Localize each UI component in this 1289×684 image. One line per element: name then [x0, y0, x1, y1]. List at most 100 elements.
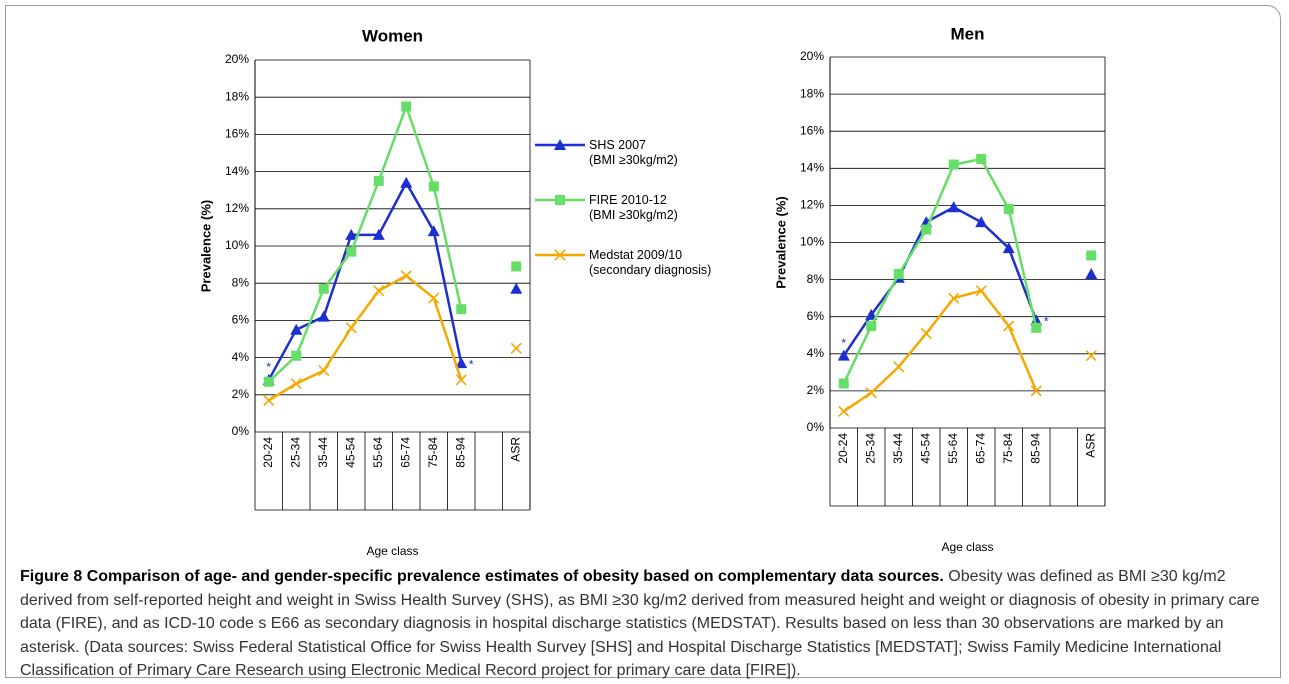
marker-x [920, 327, 932, 339]
x-tick-label: 75-84 [426, 437, 440, 468]
marker-x [455, 374, 467, 386]
marker-x [400, 270, 412, 282]
y-tick-label: 2% [807, 383, 825, 397]
series [837, 201, 1098, 361]
series-line [269, 107, 517, 382]
marker-square [291, 350, 302, 361]
marker-triangle [975, 216, 988, 228]
series [262, 176, 523, 385]
marker-x [554, 249, 566, 261]
y-tick-label: 18% [800, 86, 824, 100]
marker-x [373, 285, 385, 297]
y-tick-label: 20% [225, 52, 249, 66]
y-tick-label: 8% [232, 275, 250, 289]
marker-x [263, 394, 275, 406]
x-tick-label: 45-54 [343, 437, 357, 468]
marker-triangle [317, 310, 330, 322]
y-tick-label: 16% [800, 123, 824, 137]
y-axis-label: Prevalence (%) [773, 196, 788, 289]
y-axis-label: Prevalence (%) [198, 200, 213, 293]
y-tick-label: 4% [807, 346, 825, 360]
caption-label: Figure 8 [20, 568, 83, 585]
x-tick-label: ASR [1083, 433, 1097, 458]
series-line [269, 276, 517, 401]
marker-square [948, 159, 959, 170]
legend-label: FIRE 2010-12 (BMI ≥30kg/m2) [589, 193, 678, 222]
marker-square [346, 246, 357, 257]
marker-triangle [865, 308, 878, 320]
marker-square [555, 195, 565, 205]
marker-x [1003, 320, 1015, 332]
y-tick-label: 12% [800, 198, 824, 212]
marker-triangle [427, 225, 440, 237]
marker-x [838, 405, 850, 417]
y-tick-label: 12% [225, 201, 249, 215]
y-tick-label: 6% [807, 309, 825, 323]
y-tick-label: 14% [225, 164, 249, 178]
x-axis-label: Age class [366, 544, 418, 558]
y-tick-label: 6% [232, 313, 250, 327]
y-tick-label: 8% [807, 272, 825, 286]
marker-square [893, 269, 904, 280]
marker-x [510, 342, 522, 354]
marker-square [921, 224, 932, 235]
x-tick-label: 55-64 [946, 433, 960, 464]
marker-x [1085, 350, 1097, 362]
marker-square [838, 378, 849, 389]
x-tick-label: 25-34 [288, 437, 302, 468]
x-tick-label: 20-24 [261, 437, 275, 468]
marker-x [948, 292, 960, 304]
legend-entry: Medstat 2009/10 (secondary diagnosis) [535, 248, 711, 303]
y-tick-label: 0% [232, 424, 250, 438]
marker-square [1003, 204, 1014, 215]
y-tick-label: 0% [807, 420, 825, 434]
x-tick-label: 85-94 [453, 437, 467, 468]
marker-triangle [455, 357, 468, 369]
marker-triangle [290, 323, 303, 335]
marker-triangle [372, 228, 385, 240]
series-line [844, 159, 1092, 383]
legend-label: Medstat 2009/10 (secondary diagnosis) [589, 248, 712, 277]
legend-entry: SHS 2007 (BMI ≥30kg/m2) [535, 138, 711, 193]
y-tick-label: 16% [225, 127, 249, 141]
asterisk: * [469, 357, 474, 371]
marker-square [263, 376, 274, 387]
series [838, 154, 1097, 389]
series-line [844, 207, 1092, 355]
marker-triangle [554, 139, 566, 150]
marker-triangle [345, 228, 358, 240]
marker-x [290, 378, 302, 390]
marker-x [428, 292, 440, 304]
x-tick-label: 35-44 [316, 437, 330, 468]
y-tick-label: 10% [225, 238, 249, 252]
marker-triangle [947, 201, 960, 213]
x-tick-label: 75-84 [1001, 433, 1015, 464]
marker-triangle [510, 282, 523, 294]
series [838, 285, 1097, 417]
x-tick-label: 20-24 [836, 433, 850, 464]
caption-title: Comparison of age- and gender-specific p… [86, 568, 944, 585]
figure-frame [5, 5, 1281, 678]
legend-entry: FIRE 2010-12 (BMI ≥30kg/m2) [535, 193, 711, 248]
marker-square [456, 304, 467, 315]
marker-x [1030, 385, 1042, 397]
marker-square [318, 283, 329, 294]
series [263, 270, 522, 406]
y-tick-label: 4% [232, 350, 250, 364]
marker-square [373, 175, 384, 186]
marker-square [1031, 322, 1042, 333]
marker-x [893, 361, 905, 373]
marker-square [511, 261, 522, 272]
legend-label: SHS 2007 (BMI ≥30kg/m2) [589, 138, 678, 167]
x-tick-label: 25-34 [863, 433, 877, 464]
asterisk: * [841, 336, 846, 350]
x-axis-label: Age class [941, 540, 993, 554]
y-tick-label: 18% [225, 89, 249, 103]
marker-square [1086, 250, 1097, 261]
marker-square [866, 320, 877, 331]
x-tick-label: 65-74 [398, 437, 412, 468]
x-tick-label: 55-64 [371, 437, 385, 468]
asterisk: * [266, 360, 271, 374]
x-tick-label: 45-54 [918, 433, 932, 464]
